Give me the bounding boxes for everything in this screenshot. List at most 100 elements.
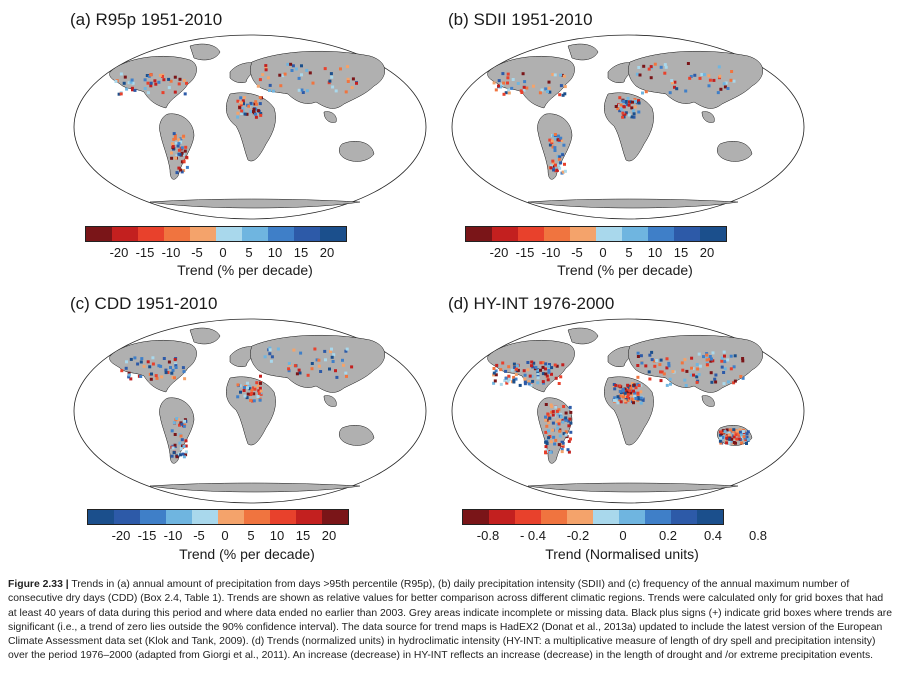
- trend-grid-cell: [298, 371, 302, 375]
- colorbar-tick-label: -10: [541, 245, 561, 260]
- trend-grid-cell: [553, 146, 557, 150]
- colorbar-tick-label: 0: [221, 528, 229, 543]
- trend-grid-cell: [330, 355, 334, 359]
- trend-grid-cell: [239, 96, 243, 100]
- trend-grid-cell: [136, 362, 140, 366]
- trend-grid-cell: [554, 137, 558, 141]
- trend-grid-cell: [310, 367, 314, 371]
- trend-grid-cell: [124, 366, 128, 370]
- trend-grid-cell: [495, 363, 499, 367]
- trend-grid-cell: [637, 66, 641, 69]
- trend-grid-cell: [681, 368, 685, 372]
- trend-grid-cell: [546, 450, 550, 453]
- trend-grid-cell: [722, 82, 726, 86]
- continent-shape: [487, 55, 575, 109]
- trend-grid-cell: [531, 379, 535, 383]
- trend-grid-cell: [241, 107, 245, 111]
- continent-shape: [339, 425, 375, 446]
- trend-grid-cell: [555, 409, 559, 413]
- colorbar-swatch: [671, 510, 697, 524]
- trend-grid-cell: [334, 89, 338, 93]
- trend-grid-cell: [697, 373, 701, 377]
- trend-grid-cell: [627, 103, 631, 107]
- trend-grid-cell: [170, 454, 174, 458]
- trend-grid-cell: [258, 398, 262, 402]
- trend-grid-cell: [659, 358, 663, 362]
- trend-grid-cell: [238, 105, 242, 109]
- trend-grid-cell: [636, 391, 640, 395]
- trend-grid-cell: [559, 375, 563, 379]
- trend-grid-cell: [709, 371, 713, 375]
- trend-grid-cell: [269, 359, 273, 363]
- trend-grid-cell: [177, 148, 181, 152]
- trend-grid-cell: [640, 361, 644, 365]
- trend-grid-cell: [166, 371, 170, 374]
- colorbar-tick-label: 0: [619, 528, 627, 543]
- trend-grid-cell: [169, 366, 172, 369]
- colorbar-swatch: [114, 510, 140, 524]
- trend-grid-cell: [350, 365, 354, 369]
- trend-grid-cell: [629, 386, 633, 390]
- trend-grid-cell: [740, 441, 744, 445]
- trend-grid-cell: [728, 428, 732, 432]
- colorbar-tick-label: 15: [293, 245, 309, 260]
- trend-grid-cell: [741, 359, 745, 363]
- trend-grid-cell: [301, 91, 305, 94]
- trend-grid-cell: [532, 84, 535, 88]
- trend-grid-cell: [627, 100, 631, 104]
- trend-grid-cell: [650, 358, 654, 362]
- trend-grid-cell: [636, 393, 640, 397]
- panel-d-map: [451, 318, 805, 504]
- trend-grid-cell: [720, 359, 724, 363]
- trend-grid-cell: [552, 168, 556, 172]
- trend-grid-cell: [240, 101, 243, 105]
- trend-grid-cell: [122, 81, 126, 85]
- trend-grid-cell: [523, 380, 527, 384]
- trend-grid-cell: [258, 78, 262, 82]
- trend-grid-cell: [510, 86, 514, 90]
- trend-grid-cell: [173, 90, 177, 94]
- trend-grid-cell: [346, 77, 350, 81]
- trend-grid-cell: [183, 377, 187, 381]
- trend-grid-cell: [721, 436, 725, 439]
- trend-grid-cell: [557, 443, 561, 447]
- colorbar-swatch: [489, 510, 515, 524]
- trend-grid-cell: [551, 421, 555, 425]
- trend-grid-cell: [507, 378, 511, 381]
- trend-grid-cell: [341, 358, 344, 362]
- trend-grid-cell: [684, 384, 688, 387]
- trend-grid-cell: [623, 399, 627, 403]
- trend-grid-cell: [562, 74, 566, 78]
- trend-grid-cell: [290, 69, 294, 72]
- trend-grid-cell: [499, 85, 503, 89]
- trend-grid-cell: [176, 144, 180, 148]
- trend-grid-cell: [529, 383, 533, 387]
- colorbar-swatch: [86, 227, 112, 241]
- colorbar-swatch: [164, 227, 190, 241]
- trend-grid-cell: [561, 363, 565, 367]
- colorbar-tick-label: 5: [245, 245, 253, 260]
- trend-grid-cell: [185, 81, 188, 85]
- trend-grid-cell: [636, 364, 640, 367]
- trend-grid-cell: [561, 170, 565, 174]
- trend-grid-cell: [266, 76, 270, 80]
- trend-grid-cell: [546, 90, 549, 93]
- trend-grid-cell: [649, 76, 653, 80]
- trend-grid-cell: [172, 137, 176, 141]
- trend-grid-cell: [305, 89, 309, 93]
- trend-grid-cell: [351, 77, 355, 81]
- trend-grid-cell: [567, 424, 571, 428]
- trend-grid-cell: [631, 109, 635, 113]
- trend-grid-cell: [501, 72, 505, 76]
- trend-grid-cell: [555, 420, 559, 424]
- trend-grid-cell: [297, 76, 301, 80]
- trend-grid-cell: [613, 396, 617, 400]
- trend-grid-cell: [724, 81, 728, 85]
- trend-grid-cell: [534, 365, 538, 369]
- trend-grid-cell: [245, 396, 249, 400]
- trend-grid-cell: [546, 412, 550, 416]
- trend-grid-cell: [553, 149, 557, 152]
- colorbar-tick-label: 20: [699, 245, 715, 260]
- trend-grid-cell: [256, 84, 260, 88]
- trend-grid-cell: [184, 450, 188, 454]
